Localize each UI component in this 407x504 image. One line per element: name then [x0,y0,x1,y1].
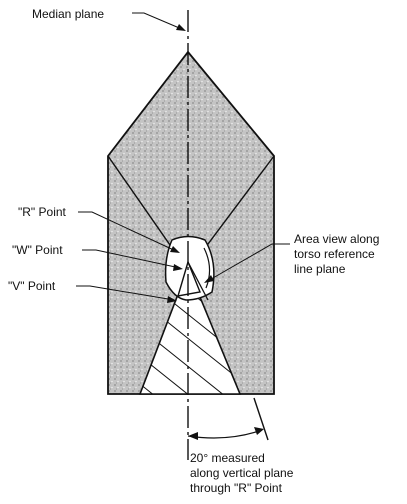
area-view-label-line-1: Area view along [294,232,379,246]
v-connector [187,261,209,301]
v-point-arrow [167,296,177,303]
r-point-arrow [170,246,180,253]
angle-arrow-left [188,432,198,440]
area-view-inner-arc [203,247,211,289]
angle-note-line-3: through "R" Point [190,481,283,495]
v-point-label: "V" Point [8,279,56,293]
area-view-label-line-3: line plane [294,262,346,276]
median-plane-leader [132,12,185,31]
r-point-label: "R" Point [18,205,67,219]
r-point-leader [78,211,179,253]
area-view-arrow [204,275,214,283]
median-plane-arrow [176,24,186,31]
w-point-triangle [177,259,201,297]
v-point-leader [76,285,175,301]
area-view-label-line-2: torso reference [294,247,375,261]
w-point-label: "W" Point [12,243,63,257]
area-view-leader [205,243,290,283]
w-point-leader [82,249,181,269]
angle-reference-line [253,397,269,441]
angle-note-line-1: 20° measured [190,451,265,465]
angle-arrow-right [254,427,264,435]
angle-note-line-2: along vertical plane [190,466,294,480]
angle-arc [187,429,263,439]
median-plane-label: Median plane [32,7,104,21]
w-point-arrow [173,264,183,271]
lower-triangle [138,265,242,395]
